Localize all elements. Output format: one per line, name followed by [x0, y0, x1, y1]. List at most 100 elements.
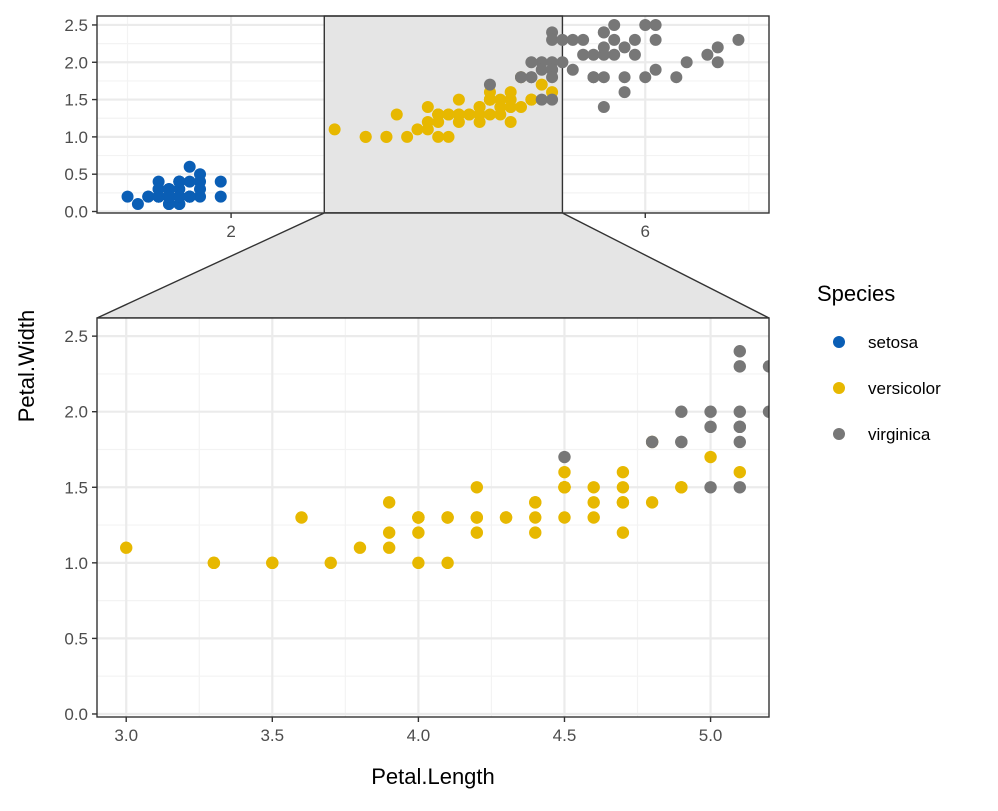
point-virginica [608, 48, 621, 61]
point-versicolor [412, 556, 425, 570]
point-versicolor [421, 101, 434, 114]
point-setosa [162, 190, 175, 203]
point-virginica [704, 481, 717, 494]
point-versicolor [494, 101, 507, 114]
point-virginica [649, 18, 662, 31]
overview-axes: 2460.00.51.01.52.02.5 [64, 16, 650, 241]
point-versicolor [295, 511, 308, 524]
point-virginica [639, 18, 652, 31]
y-tick-label: 1.5 [64, 478, 88, 497]
point-versicolor [441, 511, 454, 524]
x-tick-label: 6 [641, 222, 650, 241]
point-setosa [183, 160, 196, 173]
point-virginica [618, 71, 631, 84]
point-virginica [546, 33, 559, 46]
x-tick-label: 4.0 [407, 726, 431, 745]
point-versicolor [411, 123, 424, 136]
point-setosa [183, 175, 196, 188]
point-virginica [535, 63, 548, 76]
point-virginica [597, 71, 610, 84]
point-virginica [587, 48, 600, 61]
point-versicolor [504, 115, 517, 128]
point-virginica [577, 33, 590, 46]
point-virginica [597, 26, 610, 39]
legend-label-virginica: virginica [868, 425, 931, 444]
point-virginica [645, 435, 659, 449]
legend-label-versicolor: versicolor [868, 379, 941, 398]
point-versicolor [483, 108, 496, 121]
point-virginica [704, 420, 717, 434]
point-virginica [525, 56, 538, 69]
point-versicolor [558, 511, 571, 524]
point-virginica [608, 18, 621, 31]
x-tick-label: 3.0 [114, 726, 138, 745]
point-versicolor [535, 78, 548, 91]
point-setosa [214, 190, 227, 203]
point-versicolor [645, 496, 659, 509]
point-virginica [556, 33, 569, 46]
point-virginica [762, 405, 769, 418]
point-versicolor [499, 511, 513, 524]
point-versicolor [432, 115, 445, 128]
point-versicolor [441, 556, 454, 570]
point-virginica [566, 33, 579, 46]
zoom-points [120, 345, 769, 570]
point-versicolor [353, 541, 367, 554]
point-versicolor [587, 481, 600, 494]
point-virginica [680, 56, 693, 69]
point-versicolor [616, 465, 630, 479]
legend-key-versicolor [833, 382, 845, 394]
point-versicolor [587, 496, 600, 509]
point-virginica [675, 405, 688, 418]
y-tick-label: 2.0 [64, 403, 88, 422]
y-tick-label: 1.0 [64, 554, 88, 573]
point-versicolor [616, 496, 630, 509]
zm-plot-background [97, 318, 769, 717]
legend-label-setosa: setosa [868, 333, 919, 352]
point-virginica [546, 71, 559, 84]
point-versicolor [616, 526, 630, 539]
point-virginica [535, 93, 548, 106]
point-virginica [628, 48, 641, 61]
point-setosa [194, 190, 207, 203]
y-tick-label: 0.5 [64, 165, 88, 184]
y-tick-label: 2.0 [64, 53, 88, 72]
x-tick-label: 5.0 [699, 726, 723, 745]
point-virginica [711, 41, 724, 54]
point-versicolor [390, 108, 403, 121]
point-versicolor [328, 123, 341, 136]
point-virginica [556, 56, 569, 69]
point-versicolor [452, 108, 465, 121]
point-virginica [515, 71, 528, 84]
point-setosa [194, 168, 207, 181]
point-virginica [762, 360, 769, 373]
point-virginica [733, 435, 746, 449]
point-virginica [701, 48, 714, 61]
zoom-axes: 3.0 3.5 4.0 4.5 5.0 0.0 0.5 1.0 1.5 2.0 2.5 [64, 327, 722, 745]
point-virginica [566, 63, 579, 76]
point-virginica [649, 63, 662, 76]
point-setosa [121, 190, 134, 203]
point-virginica [675, 435, 688, 449]
point-virginica [704, 405, 717, 418]
point-versicolor [432, 130, 445, 143]
point-virginica [618, 41, 631, 54]
legend-key-setosa [833, 336, 845, 348]
point-virginica [711, 56, 724, 69]
zoom-grid [97, 318, 769, 717]
point-setosa [173, 190, 186, 203]
point-virginica [628, 33, 641, 46]
point-setosa [152, 190, 165, 203]
point-virginica [546, 93, 559, 106]
point-versicolor [529, 496, 542, 509]
point-versicolor [421, 115, 434, 128]
point-versicolor [558, 481, 571, 494]
point-virginica [639, 71, 652, 84]
point-setosa [183, 190, 196, 203]
point-versicolor [558, 465, 571, 479]
legend: Species setosa versicolor virginica [817, 281, 941, 444]
point-virginica [483, 78, 496, 91]
point-virginica [733, 481, 746, 494]
ov-points-layer [121, 18, 745, 211]
